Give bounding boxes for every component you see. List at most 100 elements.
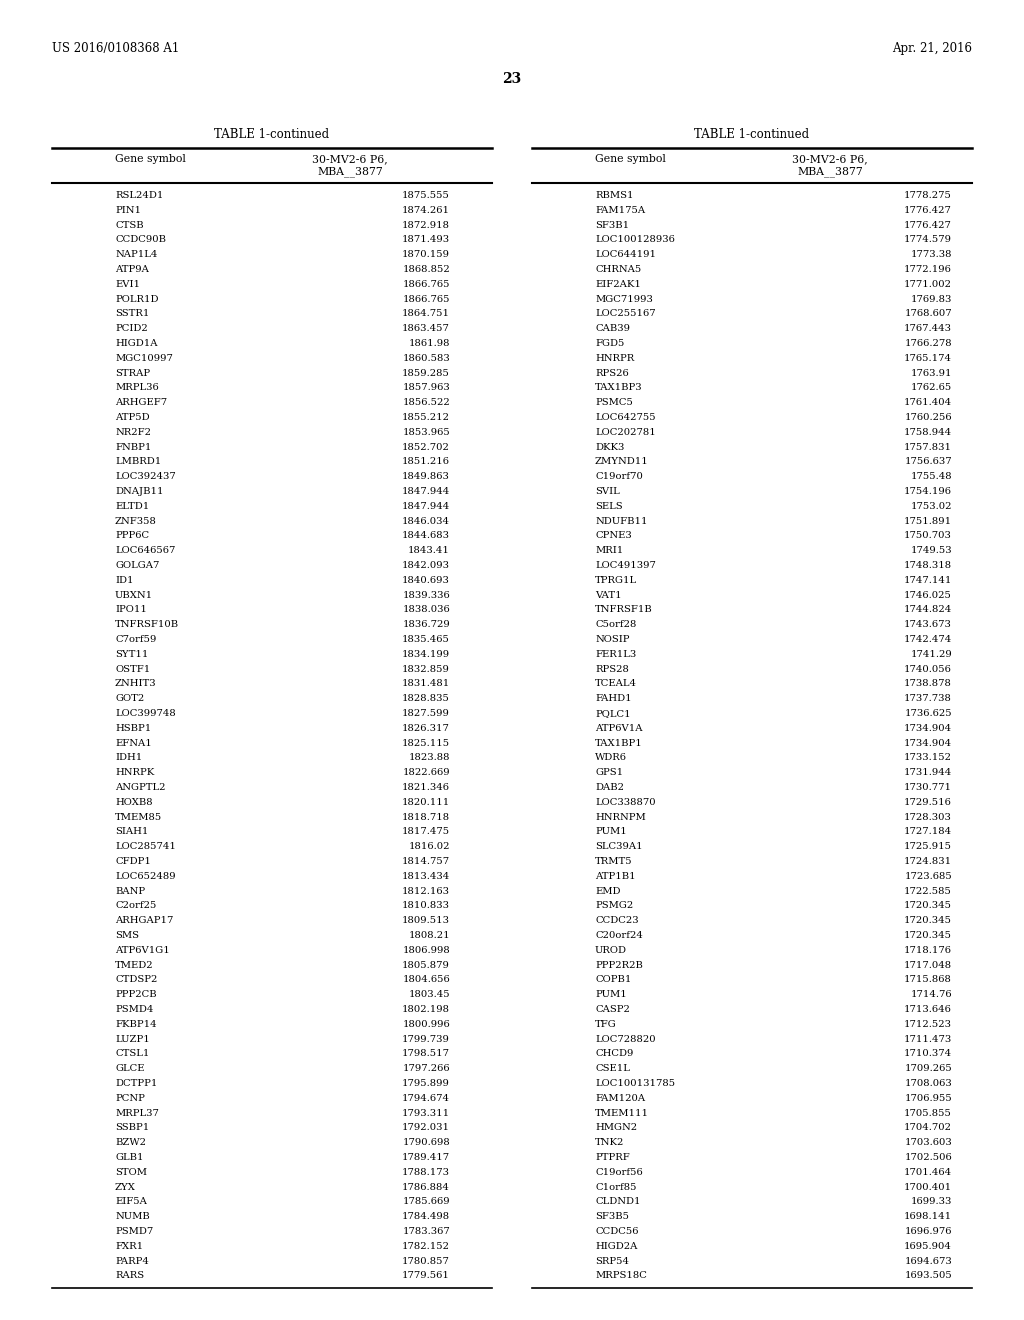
Text: ANGPTL2: ANGPTL2 [115, 783, 166, 792]
Text: 1720.345: 1720.345 [904, 931, 952, 940]
Text: 1711.473: 1711.473 [904, 1035, 952, 1044]
Text: HOXB8: HOXB8 [115, 797, 153, 807]
Text: DKK3: DKK3 [595, 442, 625, 451]
Text: LMBRD1: LMBRD1 [115, 458, 161, 466]
Text: 1793.311: 1793.311 [401, 1109, 450, 1118]
Text: 1803.45: 1803.45 [409, 990, 450, 999]
Text: 1804.656: 1804.656 [402, 975, 450, 985]
Text: 1831.481: 1831.481 [401, 680, 450, 689]
Text: LOC338870: LOC338870 [595, 797, 655, 807]
Text: TPRG1L: TPRG1L [595, 576, 637, 585]
Text: SRP54: SRP54 [595, 1257, 629, 1266]
Text: 1785.669: 1785.669 [402, 1197, 450, 1206]
Text: 1816.02: 1816.02 [409, 842, 450, 851]
Text: MBA__3877: MBA__3877 [797, 166, 863, 177]
Text: 1740.056: 1740.056 [904, 664, 952, 673]
Text: 1832.859: 1832.859 [402, 664, 450, 673]
Text: 1714.76: 1714.76 [910, 990, 952, 999]
Text: GPS1: GPS1 [595, 768, 624, 777]
Text: PUM1: PUM1 [595, 828, 627, 837]
Text: EIF5A: EIF5A [115, 1197, 146, 1206]
Text: 30-MV2-6 P6,: 30-MV2-6 P6, [793, 154, 868, 164]
Text: LOC255167: LOC255167 [595, 309, 655, 318]
Text: 1762.65: 1762.65 [910, 383, 952, 392]
Text: NR2F2: NR2F2 [115, 428, 151, 437]
Text: CHCD9: CHCD9 [595, 1049, 634, 1059]
Text: 1864.751: 1864.751 [402, 309, 450, 318]
Text: 1767.443: 1767.443 [904, 325, 952, 333]
Text: CLDND1: CLDND1 [595, 1197, 640, 1206]
Text: 1825.115: 1825.115 [401, 739, 450, 747]
Text: 1839.336: 1839.336 [402, 590, 450, 599]
Text: 1728.303: 1728.303 [904, 813, 952, 821]
Text: 1860.583: 1860.583 [402, 354, 450, 363]
Text: 1710.374: 1710.374 [904, 1049, 952, 1059]
Text: RPS26: RPS26 [595, 368, 629, 378]
Text: 1720.345: 1720.345 [904, 916, 952, 925]
Text: MRI1: MRI1 [595, 546, 624, 556]
Text: 1776.427: 1776.427 [904, 220, 952, 230]
Text: LOC399748: LOC399748 [115, 709, 176, 718]
Text: 1782.152: 1782.152 [402, 1242, 450, 1251]
Text: PUM1: PUM1 [595, 990, 627, 999]
Text: 1733.152: 1733.152 [904, 754, 952, 763]
Text: SMS: SMS [115, 931, 139, 940]
Text: TNFRSF10B: TNFRSF10B [115, 620, 179, 630]
Text: 30-MV2-6 P6,: 30-MV2-6 P6, [312, 154, 388, 164]
Text: MRPL37: MRPL37 [115, 1109, 159, 1118]
Text: 1774.579: 1774.579 [904, 235, 952, 244]
Text: CTSL1: CTSL1 [115, 1049, 150, 1059]
Text: LOC491397: LOC491397 [595, 561, 656, 570]
Text: 1725.915: 1725.915 [904, 842, 952, 851]
Text: GOLGA7: GOLGA7 [115, 561, 160, 570]
Text: GLCE: GLCE [115, 1064, 144, 1073]
Text: FGD5: FGD5 [595, 339, 625, 348]
Text: LOC642755: LOC642755 [595, 413, 655, 422]
Text: 1736.625: 1736.625 [904, 709, 952, 718]
Text: ZMYND11: ZMYND11 [595, 458, 649, 466]
Text: 1847.944: 1847.944 [401, 487, 450, 496]
Text: CTSB: CTSB [115, 220, 143, 230]
Text: EFNA1: EFNA1 [115, 739, 152, 747]
Text: LUZP1: LUZP1 [115, 1035, 150, 1044]
Text: PSMD7: PSMD7 [115, 1228, 154, 1236]
Text: RSL24D1: RSL24D1 [115, 191, 164, 201]
Text: CCDC23: CCDC23 [595, 916, 639, 925]
Text: 1835.465: 1835.465 [402, 635, 450, 644]
Text: 1834.199: 1834.199 [401, 649, 450, 659]
Text: ZNF358: ZNF358 [115, 516, 157, 525]
Text: 1863.457: 1863.457 [402, 325, 450, 333]
Text: 1844.683: 1844.683 [402, 532, 450, 540]
Text: RBMS1: RBMS1 [595, 191, 634, 201]
Text: MRPS18C: MRPS18C [595, 1271, 647, 1280]
Text: ATP9A: ATP9A [115, 265, 148, 275]
Text: Gene symbol: Gene symbol [115, 154, 186, 164]
Text: 23: 23 [503, 73, 521, 86]
Text: 1695.904: 1695.904 [904, 1242, 952, 1251]
Text: 1778.275: 1778.275 [904, 191, 952, 201]
Text: 1750.703: 1750.703 [904, 532, 952, 540]
Text: HNRPR: HNRPR [595, 354, 634, 363]
Text: 1756.637: 1756.637 [904, 458, 952, 466]
Text: TABLE 1-continued: TABLE 1-continued [694, 128, 810, 141]
Text: FAM175A: FAM175A [595, 206, 645, 215]
Text: 1709.265: 1709.265 [904, 1064, 952, 1073]
Text: HMGN2: HMGN2 [595, 1123, 637, 1133]
Text: 1851.216: 1851.216 [402, 458, 450, 466]
Text: 1843.41: 1843.41 [409, 546, 450, 556]
Text: LOC100128936: LOC100128936 [595, 235, 675, 244]
Text: GOT2: GOT2 [115, 694, 144, 704]
Text: TCEAL4: TCEAL4 [595, 680, 637, 689]
Text: SYT11: SYT11 [115, 649, 148, 659]
Text: CFDP1: CFDP1 [115, 857, 151, 866]
Text: SIAH1: SIAH1 [115, 828, 148, 837]
Text: 1846.034: 1846.034 [402, 516, 450, 525]
Text: 1808.21: 1808.21 [409, 931, 450, 940]
Text: ID1: ID1 [115, 576, 133, 585]
Text: CHRNA5: CHRNA5 [595, 265, 641, 275]
Text: 1813.434: 1813.434 [401, 871, 450, 880]
Text: 1722.585: 1722.585 [904, 887, 952, 895]
Text: 1814.757: 1814.757 [401, 857, 450, 866]
Text: 1798.517: 1798.517 [402, 1049, 450, 1059]
Text: HSBP1: HSBP1 [115, 723, 152, 733]
